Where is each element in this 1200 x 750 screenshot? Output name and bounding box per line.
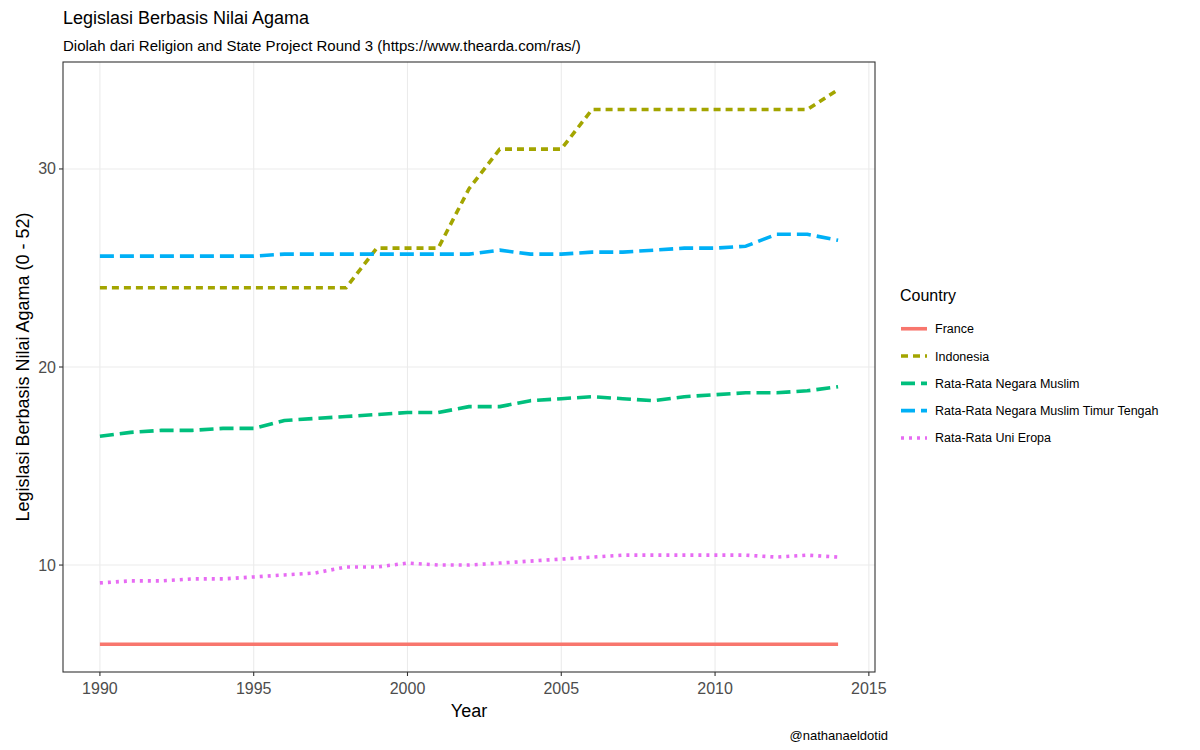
y-axis-label: Legislasi Berbasis Nilai Agama (0 - 52) <box>13 212 33 521</box>
series-line <box>100 387 838 437</box>
tick-mark <box>59 565 63 566</box>
legend-key <box>901 354 927 358</box>
tick-mark <box>59 168 63 169</box>
grid-line <box>63 366 875 367</box>
tick-label: 1995 <box>236 680 272 697</box>
grid-line <box>253 62 254 672</box>
tick-label: 2015 <box>851 680 887 697</box>
tick-label: 20 <box>38 359 56 376</box>
subtitle: Diolah dari Religion and State Project R… <box>63 37 581 54</box>
plot-frame <box>63 62 875 672</box>
caption: @nathanaeldotid <box>790 728 889 743</box>
series-line <box>100 555 838 583</box>
series-line <box>100 234 838 256</box>
tick-mark <box>407 672 408 676</box>
title: Legislasi Berbasis Nilai Agama <box>63 8 310 28</box>
tick-mark <box>253 672 254 676</box>
legend-key <box>901 327 927 331</box>
tick-mark <box>715 672 716 676</box>
legend-label: Indonesia <box>935 350 989 364</box>
legend-label: Rata-Rata Negara Muslim <box>935 377 1080 391</box>
legend-label: France <box>935 322 974 336</box>
legend-label: Rata-Rata Uni Eropa <box>935 431 1051 445</box>
legend-label: Rata-Rata Negara Muslim Timur Tengah <box>935 404 1159 418</box>
legend-key <box>901 409 927 413</box>
grid-line <box>561 62 562 672</box>
grid-line <box>715 62 716 672</box>
legend: Country France Indonesia Rata-Rata Negara M… <box>900 287 1159 446</box>
series-line <box>100 90 838 288</box>
grid-line <box>868 62 869 672</box>
chart: 10 20 30 1990 1995 2000 2005 2010 2015 Legislasi … <box>0 0 1200 750</box>
grid-line <box>63 168 875 169</box>
legend-key <box>901 436 927 440</box>
series-line <box>100 642 838 646</box>
tick-label: 10 <box>38 557 56 574</box>
legend-title: Country <box>900 287 956 304</box>
grid-line <box>99 62 100 672</box>
tick-label: 2000 <box>390 680 426 697</box>
tick-label: 1990 <box>82 680 118 697</box>
tick-label: 2005 <box>543 680 579 697</box>
legend-key <box>901 382 927 386</box>
tick-mark <box>561 672 562 676</box>
plot-background <box>63 62 875 672</box>
tick-mark <box>868 672 869 676</box>
lines <box>100 90 838 645</box>
tick-label: 30 <box>38 160 56 177</box>
tick-mark <box>99 672 100 676</box>
tick-label: 2010 <box>697 680 733 697</box>
grid-line <box>407 62 408 672</box>
tick-mark <box>59 366 63 367</box>
x-axis-label: Year <box>451 701 487 721</box>
